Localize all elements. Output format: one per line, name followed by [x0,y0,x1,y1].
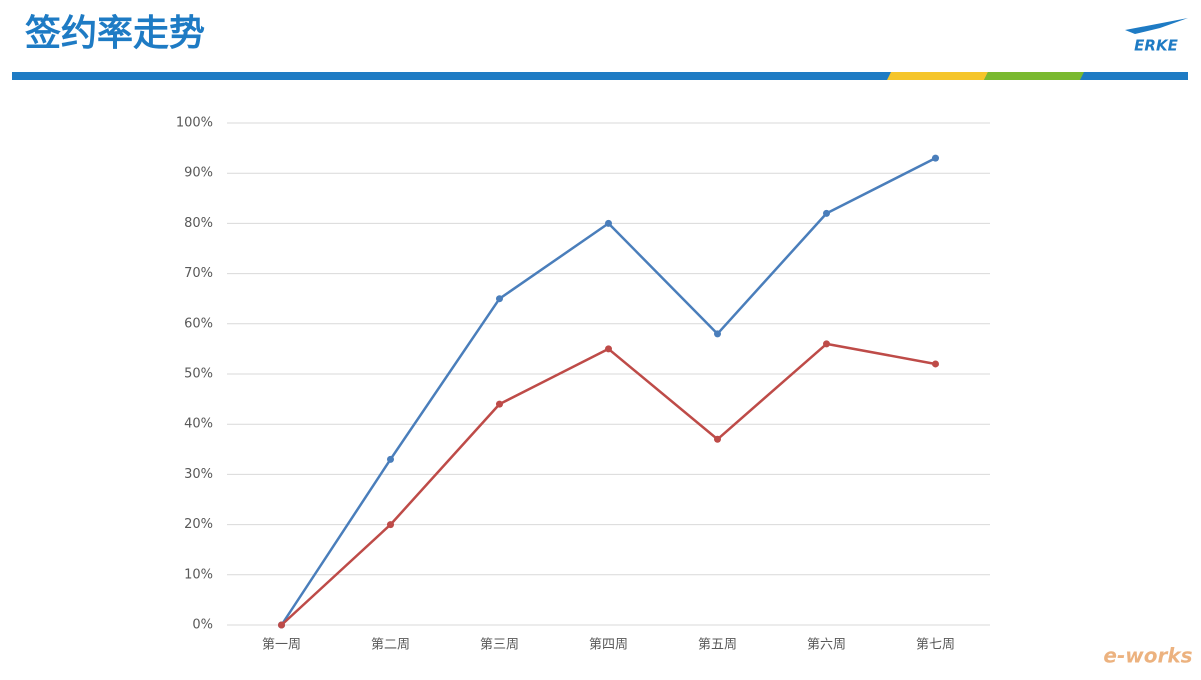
data-point [932,154,939,162]
data-point [496,400,503,408]
data-point [278,621,285,629]
data-point [387,521,394,529]
x-tick-label: 第七周 [916,638,955,653]
header-bar [12,72,1188,80]
series-line [280,342,936,626]
x-tick-label: 第三周 [480,638,519,653]
x-tick-label: 第二周 [371,638,410,653]
header-accent [984,72,1084,80]
y-tick-label: 100% [176,116,213,131]
watermark: e-works [1103,644,1192,668]
header-accent [887,72,988,80]
x-tick-label: 第五周 [698,638,737,653]
data-point [605,345,612,353]
y-tick-label: 30% [184,467,213,482]
data-point [823,340,830,348]
data-point [714,435,721,443]
x-tick-label: 第一周 [262,638,301,653]
y-tick-label: 90% [184,166,213,181]
y-tick-label: 50% [184,367,213,382]
data-point [932,360,939,368]
x-tick-label: 第四周 [589,638,628,653]
y-tick-label: 20% [184,517,213,532]
data-point [823,209,830,217]
logo-text: ERKE [1134,37,1178,55]
y-tick-label: 40% [184,417,213,432]
y-tick-label: 70% [184,266,213,281]
y-tick-label: 80% [184,216,213,231]
data-point [387,455,394,463]
series-line [280,157,937,626]
x-tick-label: 第六周 [807,638,846,653]
logo-mark [1125,18,1188,34]
slide-title: 签约率走势 [25,13,205,54]
data-point [496,295,503,303]
y-tick-label: 0% [192,618,213,633]
y-tick-label: 10% [184,567,213,582]
y-tick-label: 60% [184,316,213,331]
data-point [714,330,721,338]
data-point [605,219,612,227]
